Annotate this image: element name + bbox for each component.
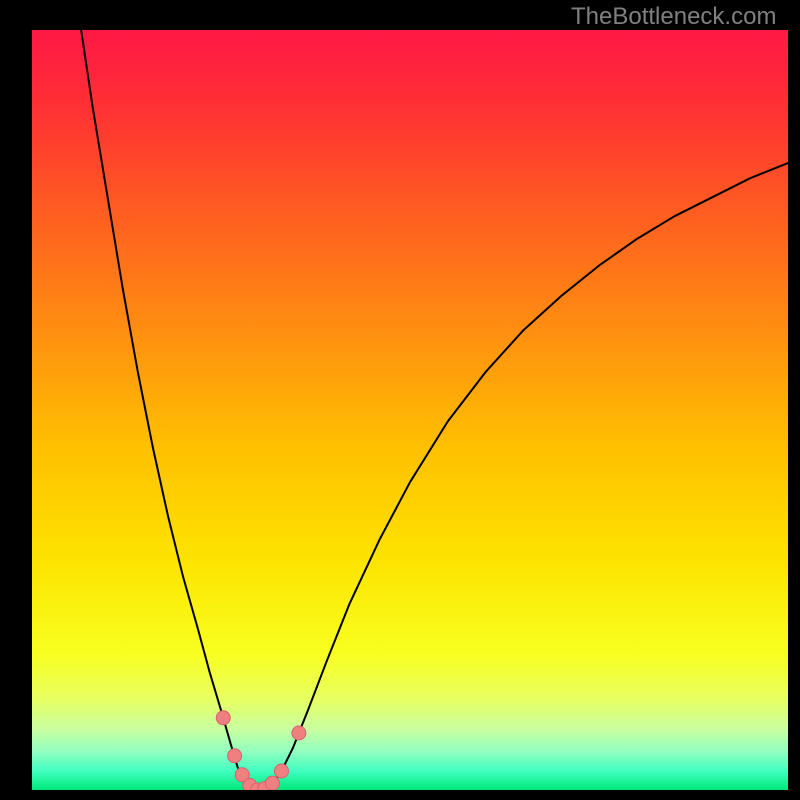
marker-dot xyxy=(274,764,288,778)
marker-dot xyxy=(265,776,279,790)
marker-dot xyxy=(228,749,242,763)
marker-dot xyxy=(216,711,230,725)
chart-svg xyxy=(32,30,788,790)
watermark-text: TheBottleneck.com xyxy=(571,3,776,31)
marker-dot xyxy=(292,726,306,740)
chart-plot-area xyxy=(32,30,788,790)
